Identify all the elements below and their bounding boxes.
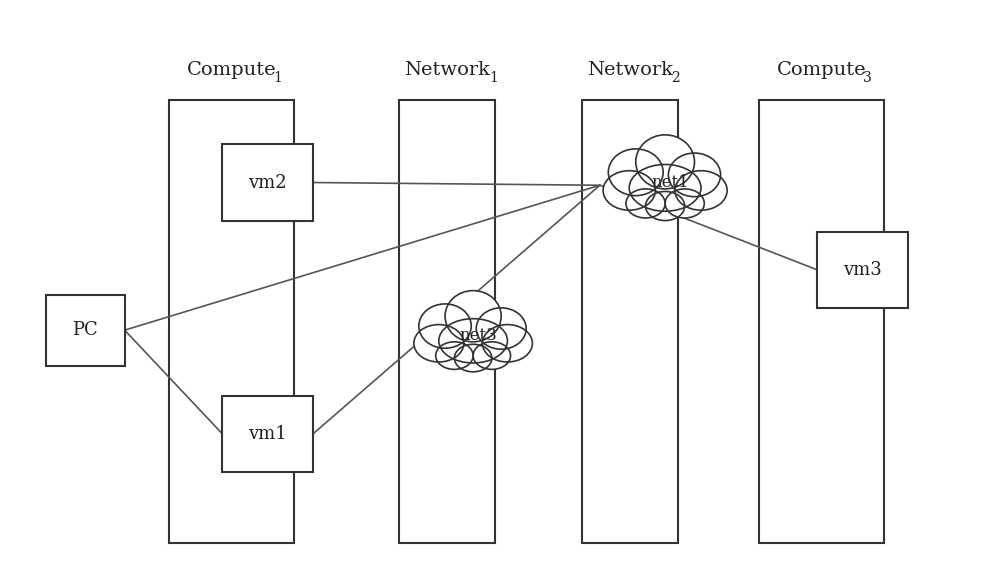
- Text: vm3: vm3: [844, 261, 882, 279]
- Ellipse shape: [482, 325, 532, 362]
- Ellipse shape: [454, 344, 492, 372]
- Ellipse shape: [629, 165, 701, 211]
- Ellipse shape: [636, 135, 694, 189]
- Text: Compute: Compute: [777, 61, 866, 79]
- FancyBboxPatch shape: [817, 232, 908, 308]
- Text: vm2: vm2: [248, 173, 287, 192]
- Text: 3: 3: [863, 71, 872, 85]
- Text: net3: net3: [459, 327, 497, 344]
- Ellipse shape: [473, 342, 511, 369]
- Ellipse shape: [668, 153, 721, 196]
- Text: 1: 1: [273, 71, 282, 85]
- Ellipse shape: [445, 290, 501, 342]
- Text: 2: 2: [671, 71, 680, 85]
- Ellipse shape: [665, 189, 704, 218]
- FancyBboxPatch shape: [169, 101, 294, 543]
- FancyBboxPatch shape: [582, 101, 678, 543]
- Text: Network: Network: [587, 61, 673, 79]
- Ellipse shape: [608, 149, 663, 196]
- Ellipse shape: [419, 304, 471, 348]
- Ellipse shape: [476, 308, 526, 349]
- Text: net1: net1: [651, 174, 689, 191]
- FancyBboxPatch shape: [759, 101, 884, 543]
- Ellipse shape: [626, 189, 665, 218]
- FancyBboxPatch shape: [222, 144, 313, 221]
- Text: vm1: vm1: [248, 425, 287, 443]
- FancyBboxPatch shape: [46, 295, 125, 366]
- Ellipse shape: [414, 325, 464, 362]
- FancyBboxPatch shape: [399, 101, 495, 543]
- Ellipse shape: [436, 342, 473, 369]
- FancyBboxPatch shape: [222, 396, 313, 472]
- Text: 1: 1: [489, 71, 498, 85]
- Text: Compute: Compute: [186, 61, 276, 79]
- Ellipse shape: [675, 171, 727, 210]
- Ellipse shape: [646, 192, 685, 220]
- Ellipse shape: [439, 319, 507, 363]
- Text: Network: Network: [404, 61, 490, 79]
- Ellipse shape: [603, 171, 655, 210]
- Text: PC: PC: [72, 321, 98, 339]
